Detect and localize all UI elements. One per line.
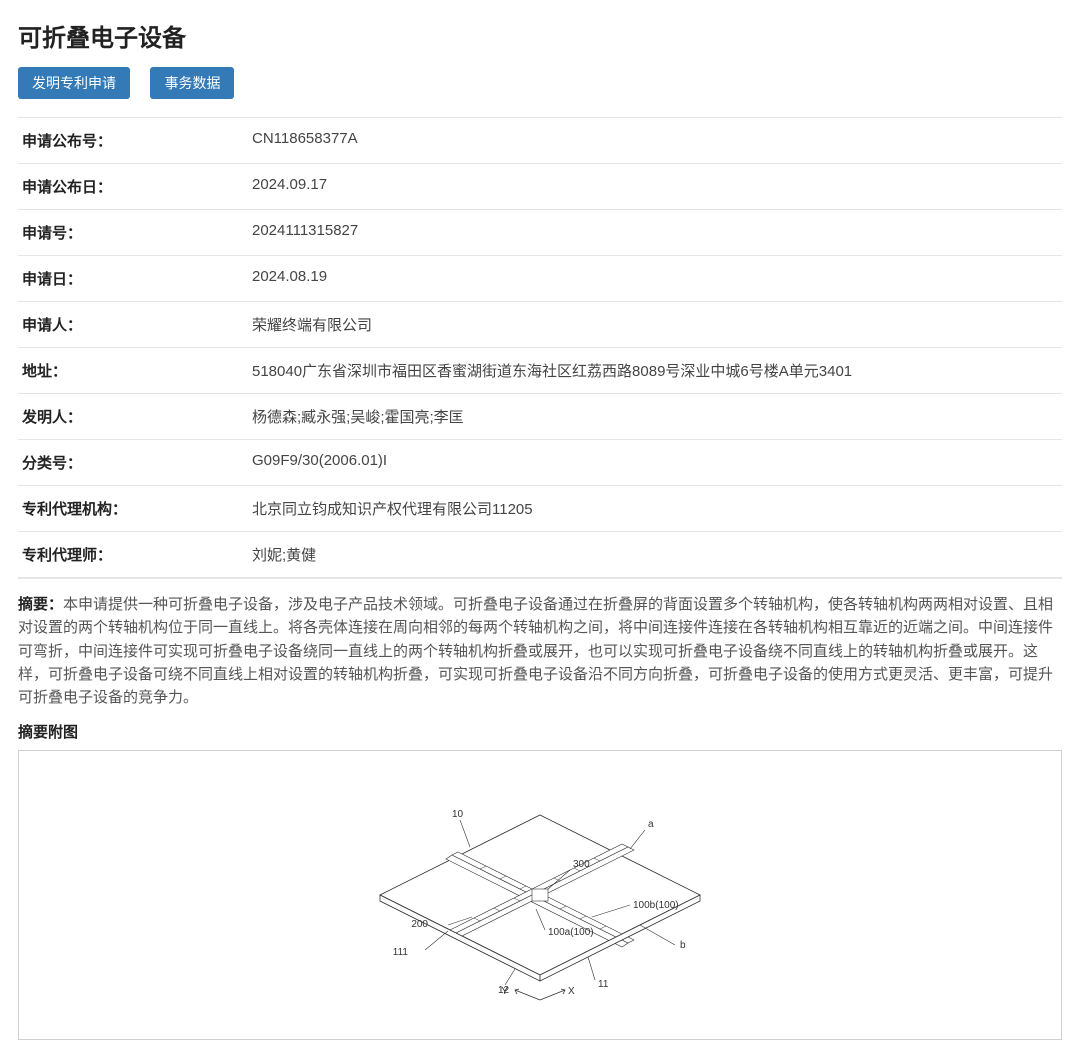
abstract-label: 摘要： <box>18 596 63 613</box>
meta-label: 专利代理机构： <box>18 486 248 532</box>
abstract-body: 本申请提供一种可折叠电子设备，涉及电子产品技术领域。可折叠电子设备通过在折叠屏的… <box>18 596 1053 706</box>
table-row: 申请公布号：CN118658377A <box>18 118 1062 164</box>
abstract-text: 摘要：本申请提供一种可折叠电子设备，涉及电子产品技术领域。可折叠电子设备通过在折… <box>18 593 1062 709</box>
table-row: 申请号：2024111315827 <box>18 210 1062 256</box>
fig-nX: X <box>568 986 575 997</box>
abstract-section: 摘要：本申请提供一种可折叠电子设备，涉及电子产品技术领域。可折叠电子设备通过在折… <box>18 578 1062 709</box>
meta-label: 专利代理师： <box>18 532 248 578</box>
meta-label: 申请人： <box>18 302 248 348</box>
meta-label: 地址： <box>18 348 248 394</box>
page-title: 可折叠电子设备 <box>18 18 1062 53</box>
meta-value: CN118658377A <box>248 118 1062 164</box>
meta-value: 2024.09.17 <box>248 164 1062 210</box>
table-row: 专利代理机构：北京同立钧成知识产权代理有限公司11205 <box>18 486 1062 532</box>
table-row: 发明人：杨德森;臧永强;吴峻;霍国亮;李匡 <box>18 394 1062 440</box>
meta-label: 申请公布号： <box>18 118 248 164</box>
meta-label: 申请日： <box>18 256 248 302</box>
table-row: 申请人：荣耀终端有限公司 <box>18 302 1062 348</box>
meta-label: 分类号： <box>18 440 248 486</box>
table-row: 分类号：G09F9/30(2006.01)I <box>18 440 1062 486</box>
meta-value: 荣耀终端有限公司 <box>248 302 1062 348</box>
meta-value: 北京同立钧成知识产权代理有限公司11205 <box>248 486 1062 532</box>
fig-nY: Y <box>501 986 508 997</box>
table-row: 专利代理师：刘妮;黄健 <box>18 532 1062 578</box>
fig-nb: b <box>680 940 686 951</box>
metadata-table: 申请公布号：CN118658377A申请公布日：2024.09.17申请号：20… <box>18 117 1062 578</box>
fig-n100a: 100a(100) <box>548 927 594 938</box>
fig-n10: 10 <box>452 809 464 820</box>
button-row: 发明专利申请 事务数据 <box>18 67 1062 99</box>
fig-n11: 11 <box>598 979 609 990</box>
meta-value: 刘妮;黄健 <box>248 532 1062 578</box>
meta-label: 申请公布日： <box>18 164 248 210</box>
meta-label: 申请号： <box>18 210 248 256</box>
fig-n200: 200 <box>411 919 428 930</box>
meta-label: 发明人： <box>18 394 248 440</box>
fig-n100b: 100b(100) <box>633 900 679 911</box>
patent-type-button[interactable]: 发明专利申请 <box>18 67 130 99</box>
meta-value: G09F9/30(2006.01)I <box>248 440 1062 486</box>
table-row: 地址：518040广东省深圳市福田区香蜜湖街道东海社区红荔西路8089号深业中城… <box>18 348 1062 394</box>
fig-n300: 300 <box>573 859 590 870</box>
figure-container: 10 a 300 100b(100) 200 100a(100) 111 b 1… <box>18 750 1062 1040</box>
fig-n111: 111 <box>393 947 409 958</box>
meta-value: 杨德森;臧永强;吴峻;霍国亮;李匡 <box>248 394 1062 440</box>
table-row: 申请日：2024.08.19 <box>18 256 1062 302</box>
meta-value: 518040广东省深圳市福田区香蜜湖街道东海社区红荔西路8089号深业中城6号楼… <box>248 348 1062 394</box>
transaction-data-button[interactable]: 事务数据 <box>150 67 234 99</box>
table-row: 申请公布日：2024.09.17 <box>18 164 1062 210</box>
meta-value: 2024111315827 <box>248 210 1062 256</box>
figure-drawing: 10 a 300 100b(100) 200 100a(100) 111 b 1… <box>330 775 750 1015</box>
meta-value: 2024.08.19 <box>248 256 1062 302</box>
fig-na: a <box>648 819 654 830</box>
figure-label: 摘要附图 <box>18 721 1062 742</box>
